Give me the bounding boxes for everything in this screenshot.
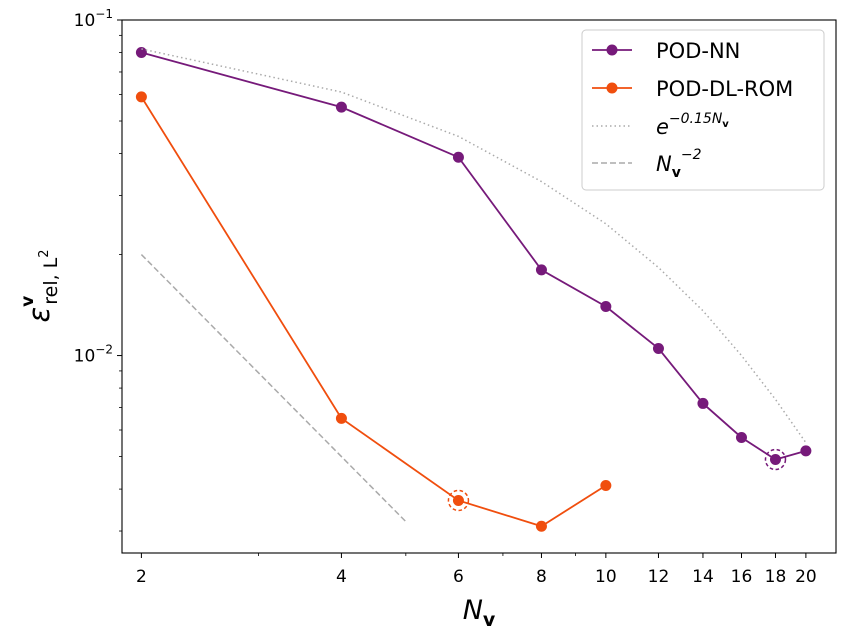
data-point	[535, 520, 547, 532]
x-axis-title: Nv	[463, 595, 496, 631]
data-point	[135, 47, 147, 59]
series-layer	[135, 47, 812, 532]
legend-label: POD-NN	[656, 39, 740, 63]
x-tick-label: 2	[136, 567, 147, 587]
x-tick-label: 20	[795, 567, 817, 587]
legend-label: POD-DL-ROM	[656, 77, 793, 101]
x-tick-label: 16	[731, 567, 753, 587]
legend-marker	[606, 82, 618, 94]
legend-label: Nv−2	[656, 147, 702, 181]
plot-frame	[121, 19, 837, 554]
selected-point-ring	[764, 448, 787, 471]
data-point	[335, 412, 347, 424]
x-tick-label: 18	[765, 567, 787, 587]
data-point	[697, 397, 709, 409]
legend: POD-NN POD-DL-ROM e−0.15Nv Nv−2	[581, 29, 825, 191]
data-point	[769, 454, 781, 466]
y-axis-title: εv rel, L2	[18, 249, 62, 322]
legend-label: e−0.15Nv	[656, 111, 729, 139]
data-point	[135, 91, 147, 103]
data-point	[335, 101, 347, 113]
axes-layer: 2 4 6 8 10 12 14 16 18 20 10−2 10−1 Nv εv rel, L2	[18, 7, 817, 631]
x-tick-label: 6	[453, 567, 464, 587]
data-point	[600, 301, 612, 313]
x-tick-label: 14	[692, 567, 714, 587]
selected-point-ring	[447, 489, 470, 512]
x-tick-label: 12	[648, 567, 670, 587]
data-point	[800, 445, 812, 457]
data-point	[452, 494, 464, 506]
legend-box	[581, 29, 825, 191]
legend-marker	[606, 44, 618, 56]
data-point	[652, 342, 664, 354]
data-point	[452, 151, 464, 163]
x-tick-label: 4	[336, 567, 347, 587]
data-point	[735, 431, 747, 443]
y-tick-label: 10−2	[74, 343, 113, 367]
y-tick-label: 10−1	[74, 7, 113, 31]
data-point	[535, 264, 547, 276]
x-tick-label: 8	[536, 567, 547, 587]
series-line-pod-nn	[141, 51, 807, 461]
data-point	[600, 479, 612, 491]
x-tick-label: 10	[595, 567, 617, 587]
